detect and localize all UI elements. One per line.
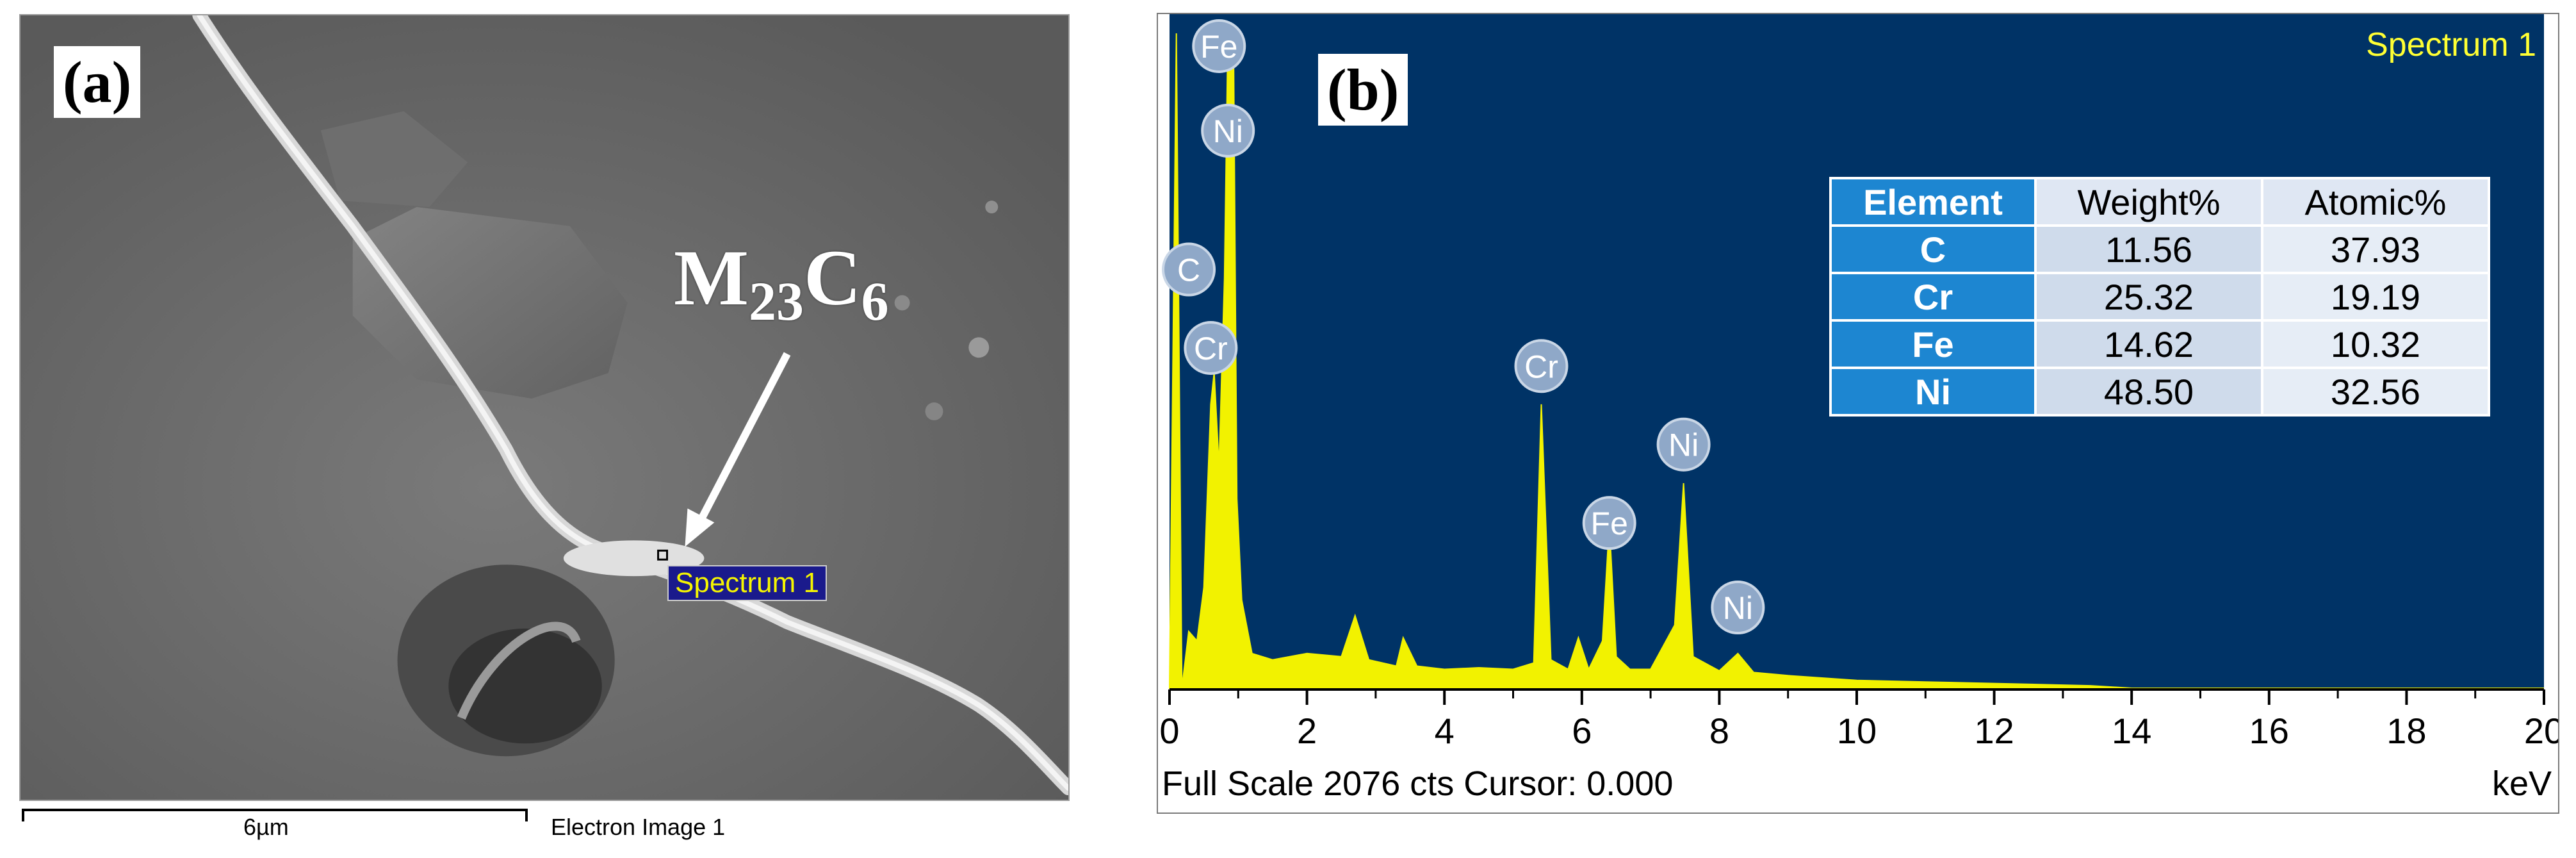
peak-label-badge — [1711, 581, 1765, 635]
full-scale-readout: Full Scale 2076 cts Cursor: 0.000 — [1162, 764, 1674, 803]
cell-weight: 25.32 — [2034, 272, 2263, 322]
table-row: C 11.56 37.93 — [1829, 224, 2490, 274]
panel-b-label: (b) — [1318, 54, 1408, 126]
sem-micrograph-panel: (a) M23C6 Spectrum 1 — [19, 14, 1070, 801]
peak-label-ni: Ni — [1213, 113, 1243, 149]
x-tick-label: 10 — [1837, 711, 1877, 751]
table-row: Cr 25.32 19.19 — [1829, 272, 2490, 322]
annotation-c: C — [804, 234, 861, 322]
annotation-sub-23: 23 — [749, 270, 804, 333]
cell-atomic: 32.56 — [2261, 367, 2490, 417]
cell-atomic: 19.19 — [2261, 272, 2490, 322]
peak-label-fe: Fe — [1200, 29, 1237, 65]
cell-element: C — [1829, 224, 2037, 274]
cell-weight: 48.50 — [2034, 367, 2263, 417]
x-tick-label: 20 — [2524, 711, 2558, 751]
sem-image — [20, 15, 1068, 800]
header-weight: Weight% — [2034, 177, 2263, 227]
peak-label-badge — [1582, 496, 1636, 550]
cell-element: Cr — [1829, 272, 2037, 322]
peak-label-cr: Cr — [1194, 331, 1228, 367]
peak-label-ni: Ni — [1723, 590, 1753, 626]
peak-label-badge — [1656, 417, 1711, 472]
cell-element: Ni — [1829, 367, 2037, 417]
table-header-row: Element Weight% Atomic% — [1829, 177, 2490, 227]
x-tick-label: 6 — [1572, 711, 1592, 751]
peak-label-badge — [1514, 339, 1569, 393]
x-tick-label: 2 — [1297, 711, 1317, 751]
peak-label-badge — [1192, 19, 1246, 73]
peak-label-cr: Cr — [1524, 349, 1558, 384]
spectrum-area — [1168, 33, 2544, 689]
axis-unit-label: keV — [2491, 764, 2552, 803]
spectrum-title: Spectrum 1 — [2366, 26, 2536, 63]
cell-weight: 14.62 — [2034, 319, 2263, 369]
x-tick-label: 16 — [2249, 711, 2289, 751]
scale-bar — [22, 809, 528, 821]
table-row: Ni 48.50 32.56 — [1829, 367, 2490, 417]
peak-label-fe: Fe — [1591, 506, 1628, 541]
x-tick-label: 8 — [1709, 711, 1729, 751]
electron-image-label: Electron Image 1 — [551, 814, 726, 840]
peak-label-badge — [1162, 242, 1216, 297]
peak-label-badge — [1201, 103, 1255, 158]
scale-bar-label: 6µm — [243, 814, 289, 840]
x-tick-label: 0 — [1159, 711, 1179, 751]
composition-table: Element Weight% Atomic% C 11.56 37.93 Cr… — [1829, 177, 2490, 417]
cell-weight: 11.56 — [2034, 224, 2263, 274]
header-atomic: Atomic% — [2261, 177, 2490, 227]
cell-atomic: 10.32 — [2261, 319, 2490, 369]
table-row: Fe 14.62 10.32 — [1829, 319, 2490, 369]
m23c6-annotation: M23C6 — [674, 238, 889, 329]
peak-label-ni: Ni — [1668, 427, 1699, 463]
panel-a-label: (a) — [54, 46, 141, 118]
annotation-sub-6: 6 — [861, 270, 889, 333]
x-tick-label: 4 — [1435, 711, 1455, 751]
eds-spectrum-panel: 0 2 4 6 8 10 12 14 16 18 20 Fe Ni C Cr Cr Fe Ni Ni (b) Spe… — [1157, 13, 2559, 814]
header-element: Element — [1829, 177, 2037, 227]
x-tick-label: 12 — [1974, 711, 2014, 751]
annotation-m: M — [674, 234, 749, 322]
spectrum-point-tag: Spectrum 1 — [667, 565, 827, 602]
peak-label-c: C — [1177, 252, 1200, 288]
x-tick-label: 14 — [2112, 711, 2151, 751]
cell-element: Fe — [1829, 319, 2037, 369]
cell-atomic: 37.93 — [2261, 224, 2490, 274]
peak-label-badge — [1184, 321, 1238, 375]
x-tick-label: 18 — [2386, 711, 2426, 751]
